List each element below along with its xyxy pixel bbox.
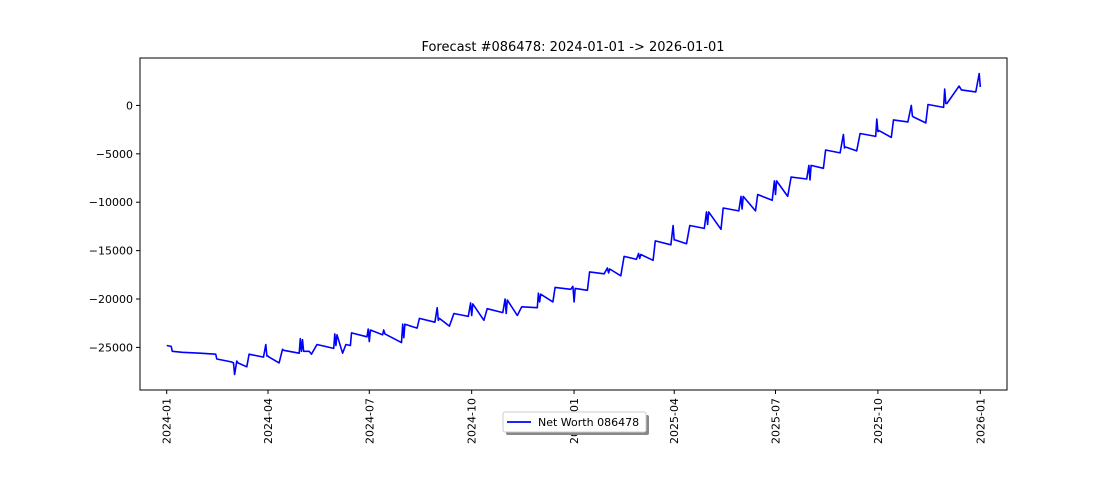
plot-area <box>139 57 1008 391</box>
x-tick-label: 2025-07 <box>770 398 783 444</box>
legend-label: Net Worth 086478 <box>538 416 639 429</box>
x-tick-label: 2026-01 <box>974 398 987 444</box>
x-tick-label: 2024-04 <box>262 398 275 444</box>
y-tick-label: −25000 <box>89 341 133 354</box>
y-axis: 0 −5000 −10000 −15000 −20000 −25000 <box>89 99 140 354</box>
y-tick-label: −20000 <box>89 293 133 306</box>
x-tick-label: 2025-10 <box>872 398 885 444</box>
chart-title: Forecast #086478: 2024-01-01 -> 2026-01-… <box>421 40 724 55</box>
x-tick-label: 2024-10 <box>466 398 479 444</box>
y-tick-label: −15000 <box>89 245 133 258</box>
legend: Net Worth 086478 <box>502 411 649 435</box>
x-tick-label: 2025-04 <box>668 398 681 444</box>
x-tick-label: 2024-01 <box>161 398 174 444</box>
y-tick-label: −10000 <box>89 196 133 209</box>
y-tick-label: −5000 <box>96 148 133 161</box>
series-line-0 <box>166 72 982 376</box>
x-tick-label: 2024-07 <box>363 398 376 444</box>
plot-frame <box>139 57 1008 391</box>
series-layer <box>166 72 982 376</box>
y-tick-label: 0 <box>126 99 133 112</box>
legend-box <box>502 411 647 433</box>
